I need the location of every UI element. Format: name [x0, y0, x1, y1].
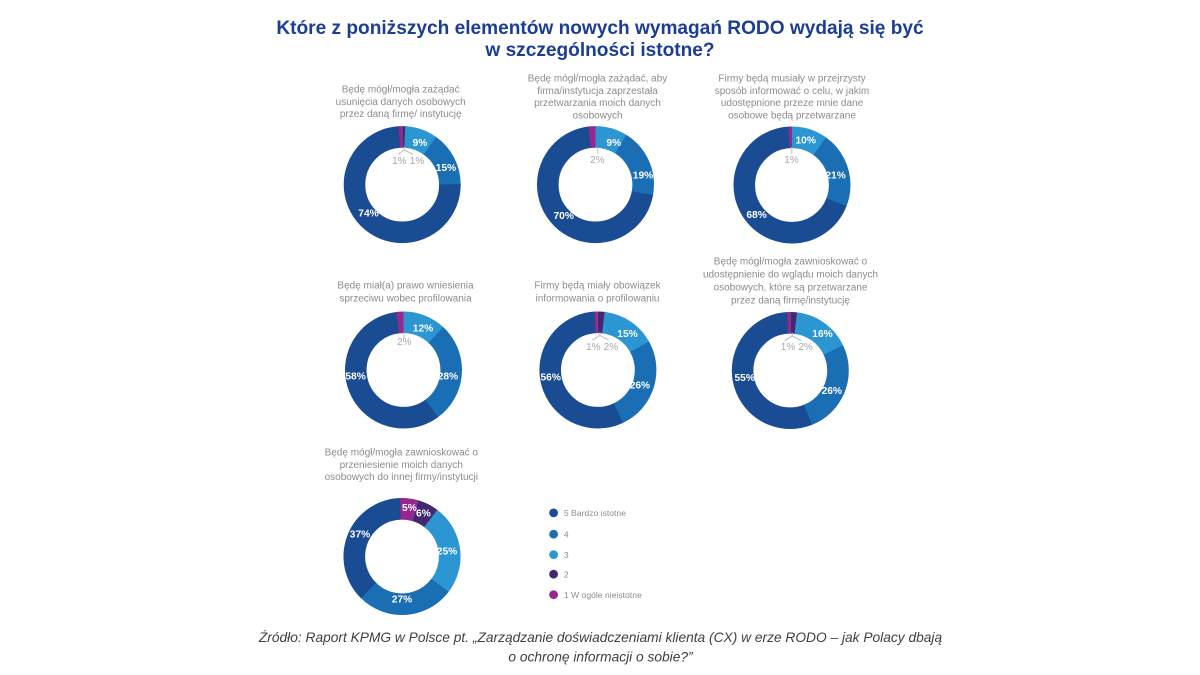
svg-text:68%: 68% — [746, 210, 766, 221]
svg-text:osobowych do innej firmy/insty: osobowych do innej firmy/instytucji — [325, 472, 478, 483]
svg-text:przetwarzania moich danych: przetwarzania moich danych — [534, 98, 661, 109]
svg-text:o ochronę informacji o sobie?”: o ochronę informacji o sobie?” — [508, 649, 694, 664]
svg-text:26%: 26% — [630, 381, 650, 392]
svg-text:1%: 1% — [586, 342, 601, 353]
svg-text:2%: 2% — [604, 342, 619, 353]
svg-text:1%: 1% — [410, 156, 425, 167]
svg-text:15%: 15% — [436, 163, 456, 174]
svg-text:udostępnienie do wglądu moich: udostępnienie do wglądu moich danych — [703, 270, 878, 281]
svg-text:Które z poniższych elementów n: Które z poniższych elementów nowych wyma… — [276, 18, 924, 39]
svg-text:Firmy będą musiały w przejrzys: Firmy będą musiały w przejrzysty — [718, 74, 865, 85]
svg-text:74%: 74% — [358, 209, 378, 220]
svg-text:przeniesienie moich danych: przeniesienie moich danych — [340, 460, 463, 471]
svg-text:2%: 2% — [397, 337, 412, 348]
svg-text:70%: 70% — [554, 211, 574, 222]
svg-text:9%: 9% — [606, 138, 621, 149]
svg-text:56%: 56% — [541, 372, 561, 383]
svg-text:Źródło: Raport KPMG w Polsce p: Źródło: Raport KPMG w Polsce pt. „Zarząd… — [258, 629, 943, 645]
svg-text:sprzeciwu wobec profilowania: sprzeciwu wobec profilowania — [339, 294, 472, 305]
svg-text:1%: 1% — [392, 156, 407, 167]
svg-text:37%: 37% — [350, 530, 370, 541]
svg-text:przez daną firmę/ instytucję: przez daną firmę/ instytucję — [340, 109, 462, 120]
svg-text:27%: 27% — [392, 595, 412, 606]
svg-text:Będę miał(a) prawo wniesienia: Będę miał(a) prawo wniesienia — [337, 281, 474, 292]
svg-text:16%: 16% — [812, 329, 832, 340]
svg-text:21%: 21% — [825, 171, 845, 182]
svg-text:1%: 1% — [781, 342, 796, 353]
svg-text:4: 4 — [564, 529, 569, 539]
svg-text:Będę mógł/mogła zawnioskować o: Będę mógł/mogła zawnioskować o — [714, 257, 868, 268]
svg-text:19%: 19% — [633, 170, 653, 181]
svg-text:Będę mógł/mogła zażądać: Będę mógł/mogła zażądać — [342, 85, 460, 96]
svg-text:Będę mógł/mogła zawnioskować o: Będę mógł/mogła zawnioskować o — [325, 448, 479, 459]
svg-text:9%: 9% — [413, 138, 428, 149]
svg-text:5%: 5% — [402, 503, 417, 514]
svg-text:58%: 58% — [345, 371, 365, 382]
svg-text:10%: 10% — [796, 135, 816, 146]
svg-text:usunięcia danych osobowych: usunięcia danych osobowych — [336, 97, 466, 108]
svg-text:osobowych: osobowych — [572, 111, 622, 122]
svg-text:26%: 26% — [822, 386, 842, 397]
svg-text:przez daną firmę/instytucję: przez daną firmę/instytucję — [731, 296, 850, 307]
svg-text:w szczególności istotne?: w szczególności istotne? — [484, 40, 714, 61]
svg-text:informowania o profilowaniu: informowania o profilowaniu — [536, 294, 660, 305]
svg-text:2: 2 — [564, 569, 569, 579]
svg-text:5 Bardzo istotne: 5 Bardzo istotne — [564, 508, 626, 518]
svg-text:2%: 2% — [798, 342, 813, 353]
svg-text:3: 3 — [564, 550, 569, 560]
svg-text:udostępnione przeze mnie dane: udostępnione przeze mnie dane — [721, 98, 864, 109]
svg-text:firma/instytucja zaprzestała: firma/instytucja zaprzestała — [537, 86, 658, 97]
svg-text:osobowych, które są przetwarza: osobowych, które są przetwarzane — [714, 283, 868, 294]
svg-text:Będę mógł/mogła zażądać, aby: Będę mógł/mogła zażądać, aby — [528, 74, 668, 85]
svg-text:15%: 15% — [617, 329, 637, 340]
svg-text:28%: 28% — [438, 371, 458, 382]
svg-text:1%: 1% — [784, 155, 799, 166]
svg-text:sposób informować o celu, w ja: sposób informować o celu, w jakim — [715, 86, 870, 97]
svg-text:55%: 55% — [735, 373, 755, 384]
svg-text:12%: 12% — [413, 324, 433, 335]
svg-text:25%: 25% — [437, 547, 457, 558]
svg-text:Firmy będą miały obowiązek: Firmy będą miały obowiązek — [534, 281, 661, 292]
svg-text:1 W ogóle nieistotne: 1 W ogóle nieistotne — [564, 590, 642, 600]
svg-text:6%: 6% — [416, 509, 431, 520]
svg-text:2%: 2% — [590, 155, 605, 166]
svg-text:osobowe będą przetwarzane: osobowe będą przetwarzane — [728, 111, 856, 122]
